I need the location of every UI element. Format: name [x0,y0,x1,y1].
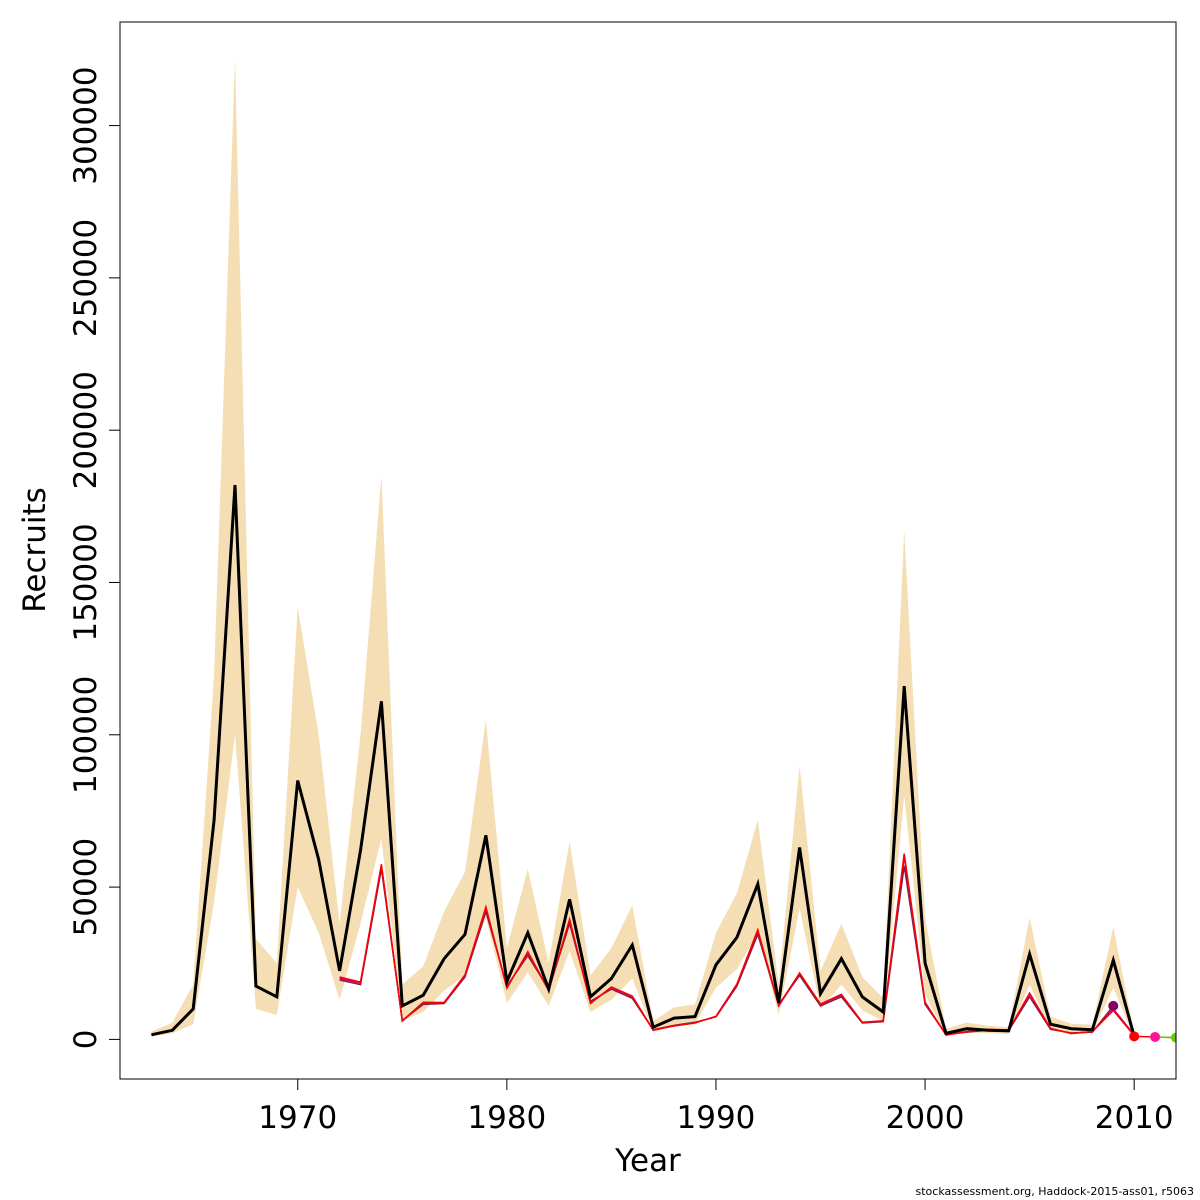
footer-credit: stockassessment.org, Haddock-2015-ass01,… [915,1185,1195,1198]
y-tick-label-250000: 250000 [68,219,104,337]
x-tick-label-1980: 1980 [467,1100,546,1136]
plot-frame [119,21,1177,1080]
y-axis-title: Recruits [17,487,53,613]
y-tick-label-100000: 100000 [68,676,104,794]
x-tick-label-2010: 2010 [1095,1100,1174,1136]
terminal-points [1108,1000,1176,1043]
point-2010 [1129,1031,1140,1042]
x-tick-label-1970: 1970 [258,1100,337,1136]
y-tick-label-50000: 50000 [68,838,104,937]
y-tick-label-150000: 150000 [68,523,104,641]
point-2012 [1171,1032,1176,1043]
x-axis-title: Year [614,1143,681,1179]
y-axis: 0 50000 100000 150000 200000 250000 300000 [68,66,120,1049]
x-tick-label-2000: 2000 [886,1100,965,1136]
x-axis: 1970 1980 1990 2000 2010 [258,1079,1174,1136]
point-2009 [1108,1000,1119,1011]
y-tick-label-200000: 200000 [68,371,104,489]
recruits-line [151,484,1136,1037]
y-tick-label-0: 0 [68,1030,104,1050]
x-tick-label-1990: 1990 [677,1100,756,1136]
point-2011 [1150,1031,1161,1042]
confidence-band [151,58,1135,1038]
y-tick-label-300000: 300000 [68,66,104,184]
